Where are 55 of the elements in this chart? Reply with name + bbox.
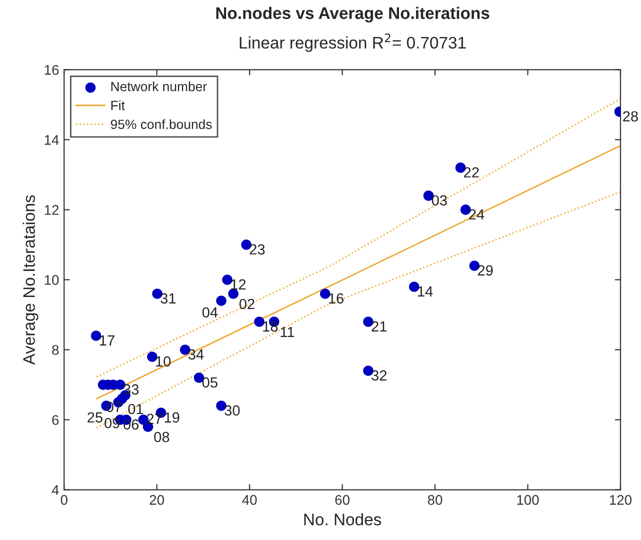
annotation: 04 bbox=[202, 307, 218, 318]
legend-label: Network number bbox=[111, 82, 207, 92]
x-tick-label: 20 bbox=[150, 495, 164, 505]
annotation: 31 bbox=[160, 293, 176, 304]
annotation: 11 bbox=[280, 326, 294, 338]
annotation: 19 bbox=[164, 412, 180, 423]
annotation: 33 bbox=[124, 384, 139, 395]
y-tick-label: 16 bbox=[44, 64, 59, 75]
chart-subtitle: Linear regression R$^{2}$= 0.70731 bbox=[240, 33, 466, 52]
legend-label: Fit bbox=[111, 100, 125, 110]
annotation: 16 bbox=[329, 293, 344, 304]
y-tick-label: 6 bbox=[52, 415, 59, 425]
annotation: 12 bbox=[231, 279, 246, 290]
annotation: 14 bbox=[418, 286, 433, 296]
x-tick-label: 120 bbox=[610, 495, 632, 505]
point bbox=[216, 296, 226, 306]
annotation: 08 bbox=[154, 432, 170, 442]
annotation: 30 bbox=[224, 405, 240, 416]
legend-label: 95% conf.bounds bbox=[110, 119, 212, 130]
annotation: 02 bbox=[239, 298, 254, 310]
point bbox=[222, 274, 232, 285]
annotation: 29 bbox=[478, 265, 493, 276]
annotation: 17 bbox=[100, 335, 114, 346]
annotation: 05 bbox=[202, 377, 218, 388]
y-tick-label: 8 bbox=[52, 345, 59, 355]
point bbox=[90, 330, 102, 341]
y-tick-label: 14 bbox=[44, 135, 59, 145]
point bbox=[320, 288, 330, 299]
annotation: 01 bbox=[128, 404, 144, 414]
annotation: 34 bbox=[188, 349, 204, 360]
x-axis-title: No. Nodes bbox=[304, 513, 382, 526]
annotation: 32 bbox=[372, 370, 387, 381]
annotation: 06 bbox=[124, 419, 139, 430]
x-tick-label: 0 bbox=[60, 495, 68, 505]
point bbox=[228, 288, 238, 299]
y-tick-label: 4 bbox=[52, 485, 59, 495]
x-tick-label: 80 bbox=[428, 495, 442, 505]
annotation: 03 bbox=[432, 195, 447, 206]
x-tick-label: 60 bbox=[335, 495, 350, 505]
annotation: 10 bbox=[156, 356, 171, 367]
point bbox=[147, 352, 158, 362]
annotation: 28 bbox=[623, 111, 638, 122]
y-tick-label: 12 bbox=[44, 205, 59, 215]
x-tick-label: 100 bbox=[517, 495, 539, 505]
y-axis-title: Average No.Iterataions bbox=[22, 195, 38, 365]
annotation: 22 bbox=[464, 167, 479, 178]
annotation: 09 bbox=[104, 418, 120, 428]
point bbox=[254, 316, 264, 327]
x-tick-label: 40 bbox=[242, 495, 257, 505]
annotation: 23 bbox=[250, 244, 265, 255]
annotation: 25 bbox=[88, 412, 102, 423]
y-tick-label: 10 bbox=[44, 275, 59, 285]
point bbox=[409, 282, 420, 292]
chart-title: No.nodes vs Average No.iterations bbox=[216, 6, 490, 22]
annotation: 21 bbox=[372, 321, 387, 332]
